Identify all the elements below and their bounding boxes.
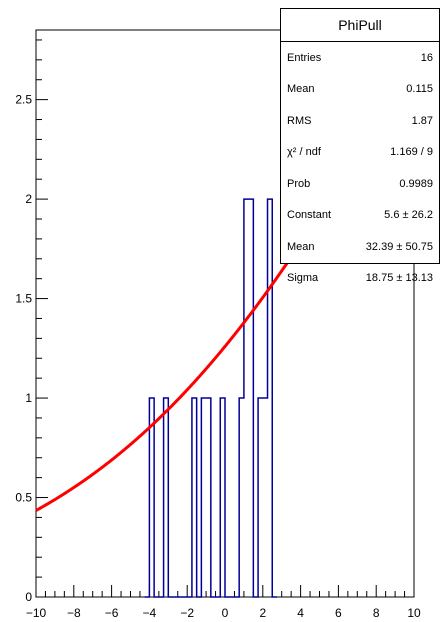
stats-value: 0.115 [406, 83, 433, 96]
stats-row-constant: Constant 5.6 ± 26.2 [281, 200, 439, 232]
y-tick-label: 0.5 [15, 491, 32, 505]
stats-value: 16 [420, 51, 433, 64]
stats-row-mean: Mean 0.115 [281, 74, 439, 106]
stats-row-prob: Prob 0.9989 [281, 168, 439, 200]
stats-value: 1.87 [411, 114, 433, 127]
y-tick-label: 0 [25, 590, 32, 604]
stats-label: Constant [287, 209, 332, 222]
y-tick-label: 2 [25, 192, 32, 206]
x-tick-label: 0 [222, 606, 229, 620]
x-tick-label: 6 [335, 606, 342, 620]
y-tick-label: 2.5 [15, 93, 32, 107]
stats-title: PhiPull [281, 9, 439, 42]
stats-value: 0.9989 [399, 177, 433, 190]
stats-row-fit-mean: Mean 32.39 ± 50.75 [281, 231, 439, 263]
x-tick-label: −8 [67, 606, 81, 620]
histogram-outline [144, 198, 277, 598]
x-tick-label: 8 [373, 606, 380, 620]
stats-value: 5.6 ± 26.2 [384, 209, 433, 222]
stats-label: RMS [287, 114, 312, 127]
x-tick-label: −6 [105, 606, 119, 620]
stats-row-rms: RMS 1.87 [281, 105, 439, 137]
x-tick-label: 2 [259, 606, 266, 620]
y-tick-label: 1.5 [15, 292, 32, 306]
histogram-bars [144, 198, 277, 598]
stats-value: 32.39 ± 50.75 [365, 240, 433, 253]
stats-box: PhiPull Entries 16 Mean 0.115 RMS 1.87 χ… [280, 8, 440, 284]
stats-value: 18.75 ± 13.13 [365, 272, 433, 285]
x-tick-label: 4 [297, 606, 304, 620]
x-tick-label: −10 [26, 606, 47, 620]
stats-label: Sigma [287, 272, 319, 285]
stats-row-entries: Entries 16 [281, 42, 439, 74]
x-tick-label: 10 [407, 606, 421, 620]
x-tick-label: −4 [143, 606, 157, 620]
stats-label: χ² / ndf [287, 146, 321, 159]
stats-label: Mean [287, 83, 315, 96]
y-tick-label: 1 [25, 391, 32, 405]
stats-row-chi2: χ² / ndf 1.169 / 9 [281, 137, 439, 169]
x-tick-label: −2 [180, 606, 194, 620]
stats-label: Mean [287, 240, 315, 253]
stats-label: Entries [287, 51, 322, 64]
stats-value: 1.169 / 9 [390, 146, 433, 159]
stats-row-sigma: Sigma 18.75 ± 13.13 [281, 263, 439, 295]
stats-label: Prob [287, 177, 311, 190]
